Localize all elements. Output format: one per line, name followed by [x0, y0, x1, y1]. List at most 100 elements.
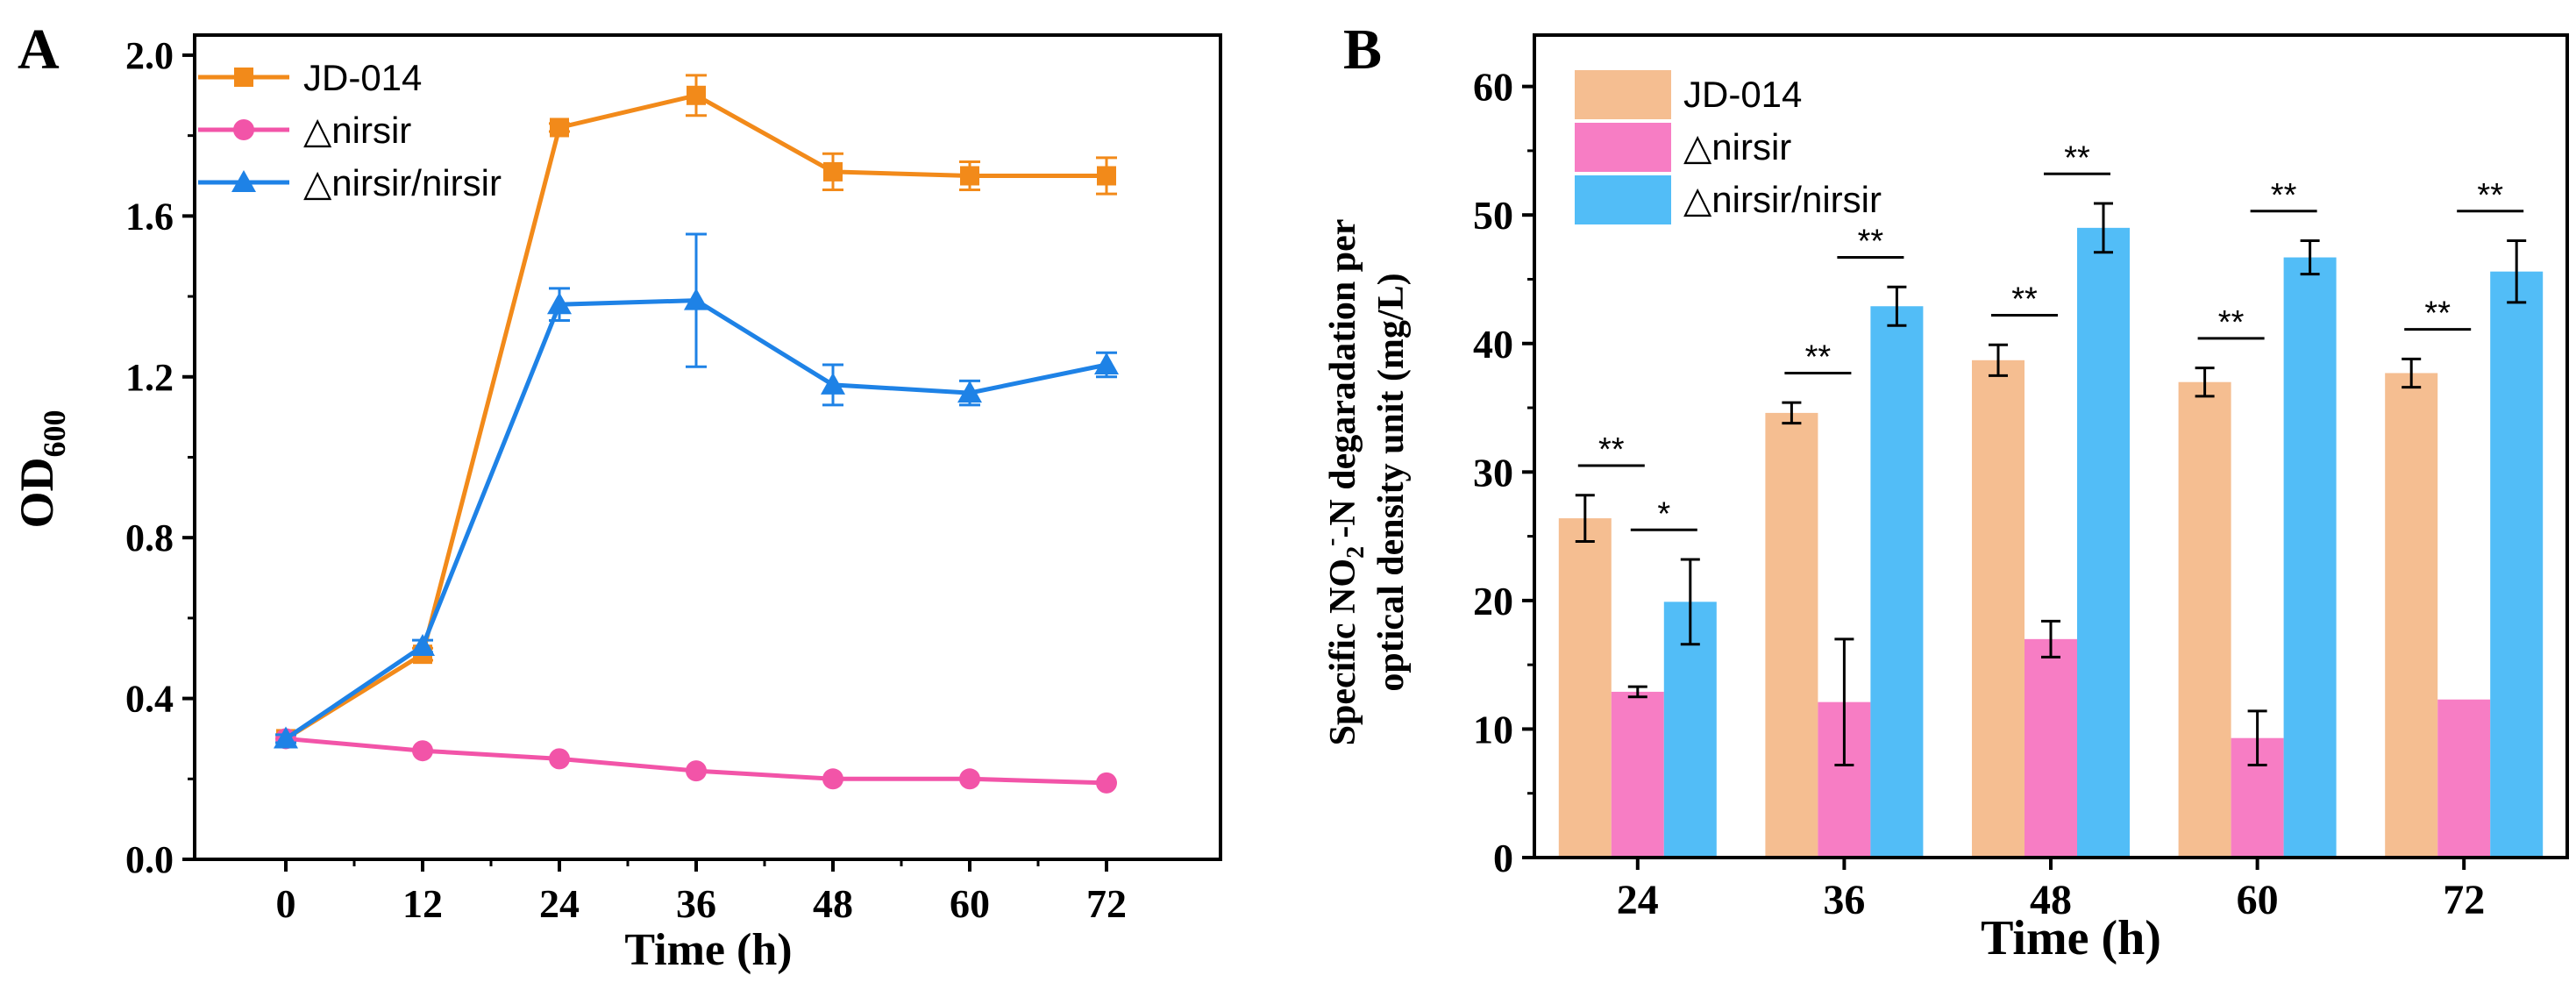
panel-a-legend-label: JD-014	[303, 57, 422, 98]
panel-b-legend-swatch	[1575, 70, 1671, 119]
panel-a-point-complement	[684, 288, 708, 310]
panel-a-point-complement	[547, 292, 572, 315]
panel-a-legend: JD-014 △nirsir △nirsir/nirsir	[198, 57, 502, 203]
panel-b-bar-jd014	[1558, 518, 1612, 858]
panel-a-x-tick-label: 12	[402, 881, 443, 926]
panel-b-letter: B	[1343, 18, 1382, 82]
panel-b-axes: 24 36 48 60 72 0 10 20 30 40 50 60	[1473, 33, 2569, 923]
panel-a-y-axis-title-main: OD	[11, 458, 63, 529]
panel-a-legend-marker	[234, 68, 253, 87]
panel-a-point-nirsir	[686, 760, 707, 782]
panel-b-significance-marker: **	[2250, 177, 2317, 214]
panel-a-axes: 0 12 24 36 48 60 72 0.0 0.4 0.8 1.2 1.6 2.0	[125, 33, 1222, 926]
panel-a-y-tick-label: 0.8	[125, 516, 174, 559]
panel-b-x-tick-label: 24	[1617, 877, 1659, 923]
panel-a-y-axis-title-sub: 600	[37, 410, 72, 458]
panel-b-legend-swatch	[1575, 123, 1671, 172]
panel-b-bar-complement	[2077, 227, 2130, 858]
panel-a-point-jd014	[960, 166, 979, 186]
panel-b-bar-complement	[1870, 306, 1924, 858]
panel-b-bar-complement	[2490, 271, 2544, 858]
panel-a-y-tick-label: 0.4	[125, 678, 174, 721]
panel-b-significance-marker: **	[2197, 304, 2265, 341]
panel-b-legend-label: △nirsir	[1683, 126, 1791, 167]
panel-b-significance-marker: **	[1991, 281, 2058, 318]
panel-b-x-tick-label: 60	[2237, 877, 2279, 923]
panel-b-significance: *******************	[1577, 139, 2524, 532]
panel-a-frame	[193, 33, 1222, 861]
panel-b-x-tick-label: 48	[2030, 877, 2072, 923]
panel-b-significance-label: **	[2424, 296, 2451, 332]
panel-b-y-tick-label: 20	[1473, 579, 1513, 623]
panel-a-series-nirsir	[275, 728, 1117, 794]
panel-a-x-tick-label: 72	[1086, 881, 1127, 926]
panel-b-legend-item: △nirsir/nirsir	[1575, 175, 1882, 224]
panel-a-series-complement	[274, 232, 1119, 749]
panel-b-legend: JD-014 △nirsir △nirsir/nirsir	[1575, 70, 1882, 224]
panel-a-series	[274, 74, 1119, 794]
panel-a-point-nirsir	[1096, 772, 1117, 794]
panel-b-significance-marker: **	[2044, 139, 2110, 176]
panel-a-point-jd014	[823, 161, 843, 182]
panel-a-point-complement	[410, 633, 435, 656]
panel-b-y-axis-title-line2: optical density unit (mg/L)	[1371, 273, 1412, 691]
panel-a-y-tick-label: 2.0	[125, 34, 174, 77]
panel-a-point-complement	[821, 372, 845, 395]
panel-b-significance-marker: **	[2404, 296, 2472, 332]
panel-b-significance-marker: **	[1577, 431, 1645, 468]
panel-a-point-jd014	[550, 117, 569, 138]
panel-b-y-tick-label: 30	[1473, 450, 1513, 495]
panel-a-legend-item: JD-014	[198, 57, 422, 98]
panel-b-bar-jd014	[1765, 412, 1818, 858]
panel-a-x-axis-title: Time (h)	[624, 925, 792, 975]
panel-a-x-tick-label: 0	[276, 881, 296, 926]
panel-b-legend-item: JD-014	[1575, 70, 1802, 119]
panel-a-point-nirsir	[549, 748, 570, 770]
panel-a-x-tick-label: 60	[950, 881, 990, 926]
panel-b-y-title-post: -N degaradation per	[1323, 219, 1363, 538]
panel-a-y-axis-title: OD600	[11, 410, 72, 529]
panel-b-y-title-sup: -	[1318, 538, 1345, 546]
panel-a: A 0 12 24 36 48 60 72 0.0 0.4 0.8 1.2 1.6 2.0 JD-014…	[11, 18, 1222, 975]
panel-b-significance-label: **	[1598, 431, 1625, 468]
panel-a-x-tick-label: 24	[539, 881, 580, 926]
panel-b-significance-label: **	[2011, 281, 2038, 318]
panel-a-y-tick-label: 1.2	[125, 356, 174, 399]
panel-b-bar-complement	[2283, 257, 2337, 858]
panel-b-legend-label: JD-014	[1683, 74, 1802, 115]
panel-a-letter: A	[18, 18, 60, 82]
panel-b-significance-label: *	[1657, 495, 1670, 532]
panel-a-point-nirsir	[412, 740, 433, 762]
panel-b-y-tick-label: 50	[1473, 193, 1513, 238]
panel-a-legend-item: △nirsir	[198, 110, 411, 151]
panel-b-y-tick-label: 10	[1473, 707, 1513, 751]
panel-a-y-tick-label: 0.0	[125, 838, 174, 881]
panel-a-point-nirsir	[822, 768, 843, 790]
panel-b-x-tick-label: 72	[2443, 877, 2485, 923]
panel-a-legend-label: △nirsir	[303, 110, 411, 151]
panel-b-y-title-pre: Specific NO	[1323, 559, 1363, 745]
panel-a-legend-label: △nirsir/nirsir	[303, 162, 502, 203]
panel-b-y-axis-title-line1: Specific NO2--N degaradation per	[1318, 219, 1370, 746]
panel-b-bar-jd014	[1972, 360, 2025, 858]
panel-b-legend-label: △nirsir/nirsir	[1683, 179, 1882, 220]
panel-a-x-tick-label: 36	[676, 881, 716, 926]
panel-b-bar-jd014	[2178, 381, 2231, 858]
panel-b-significance-marker: **	[1784, 338, 1852, 375]
panel-b-significance-marker: *	[1630, 495, 1697, 532]
panel-b-x-tick-label: 36	[1823, 877, 1865, 923]
panel-b-bar-nirsir	[1611, 691, 1664, 858]
panel-b-bar-nirsir	[2437, 699, 2491, 858]
panel-b-significance-marker: **	[1837, 224, 1904, 260]
panel-a-x-tick-label: 48	[813, 881, 853, 926]
panel-b-y-tick-label: 40	[1473, 322, 1513, 367]
panel-a-legend-marker	[231, 170, 256, 192]
panel-b-x-axis-title: Time (h)	[1981, 911, 2161, 965]
panel-a-point-jd014	[687, 85, 706, 105]
panel-b-legend-item: △nirsir	[1575, 123, 1791, 172]
panel-b-significance-label: **	[1805, 338, 1832, 375]
panel-b-significance-label: **	[2477, 177, 2503, 214]
panel-b-bars	[1558, 202, 2544, 858]
